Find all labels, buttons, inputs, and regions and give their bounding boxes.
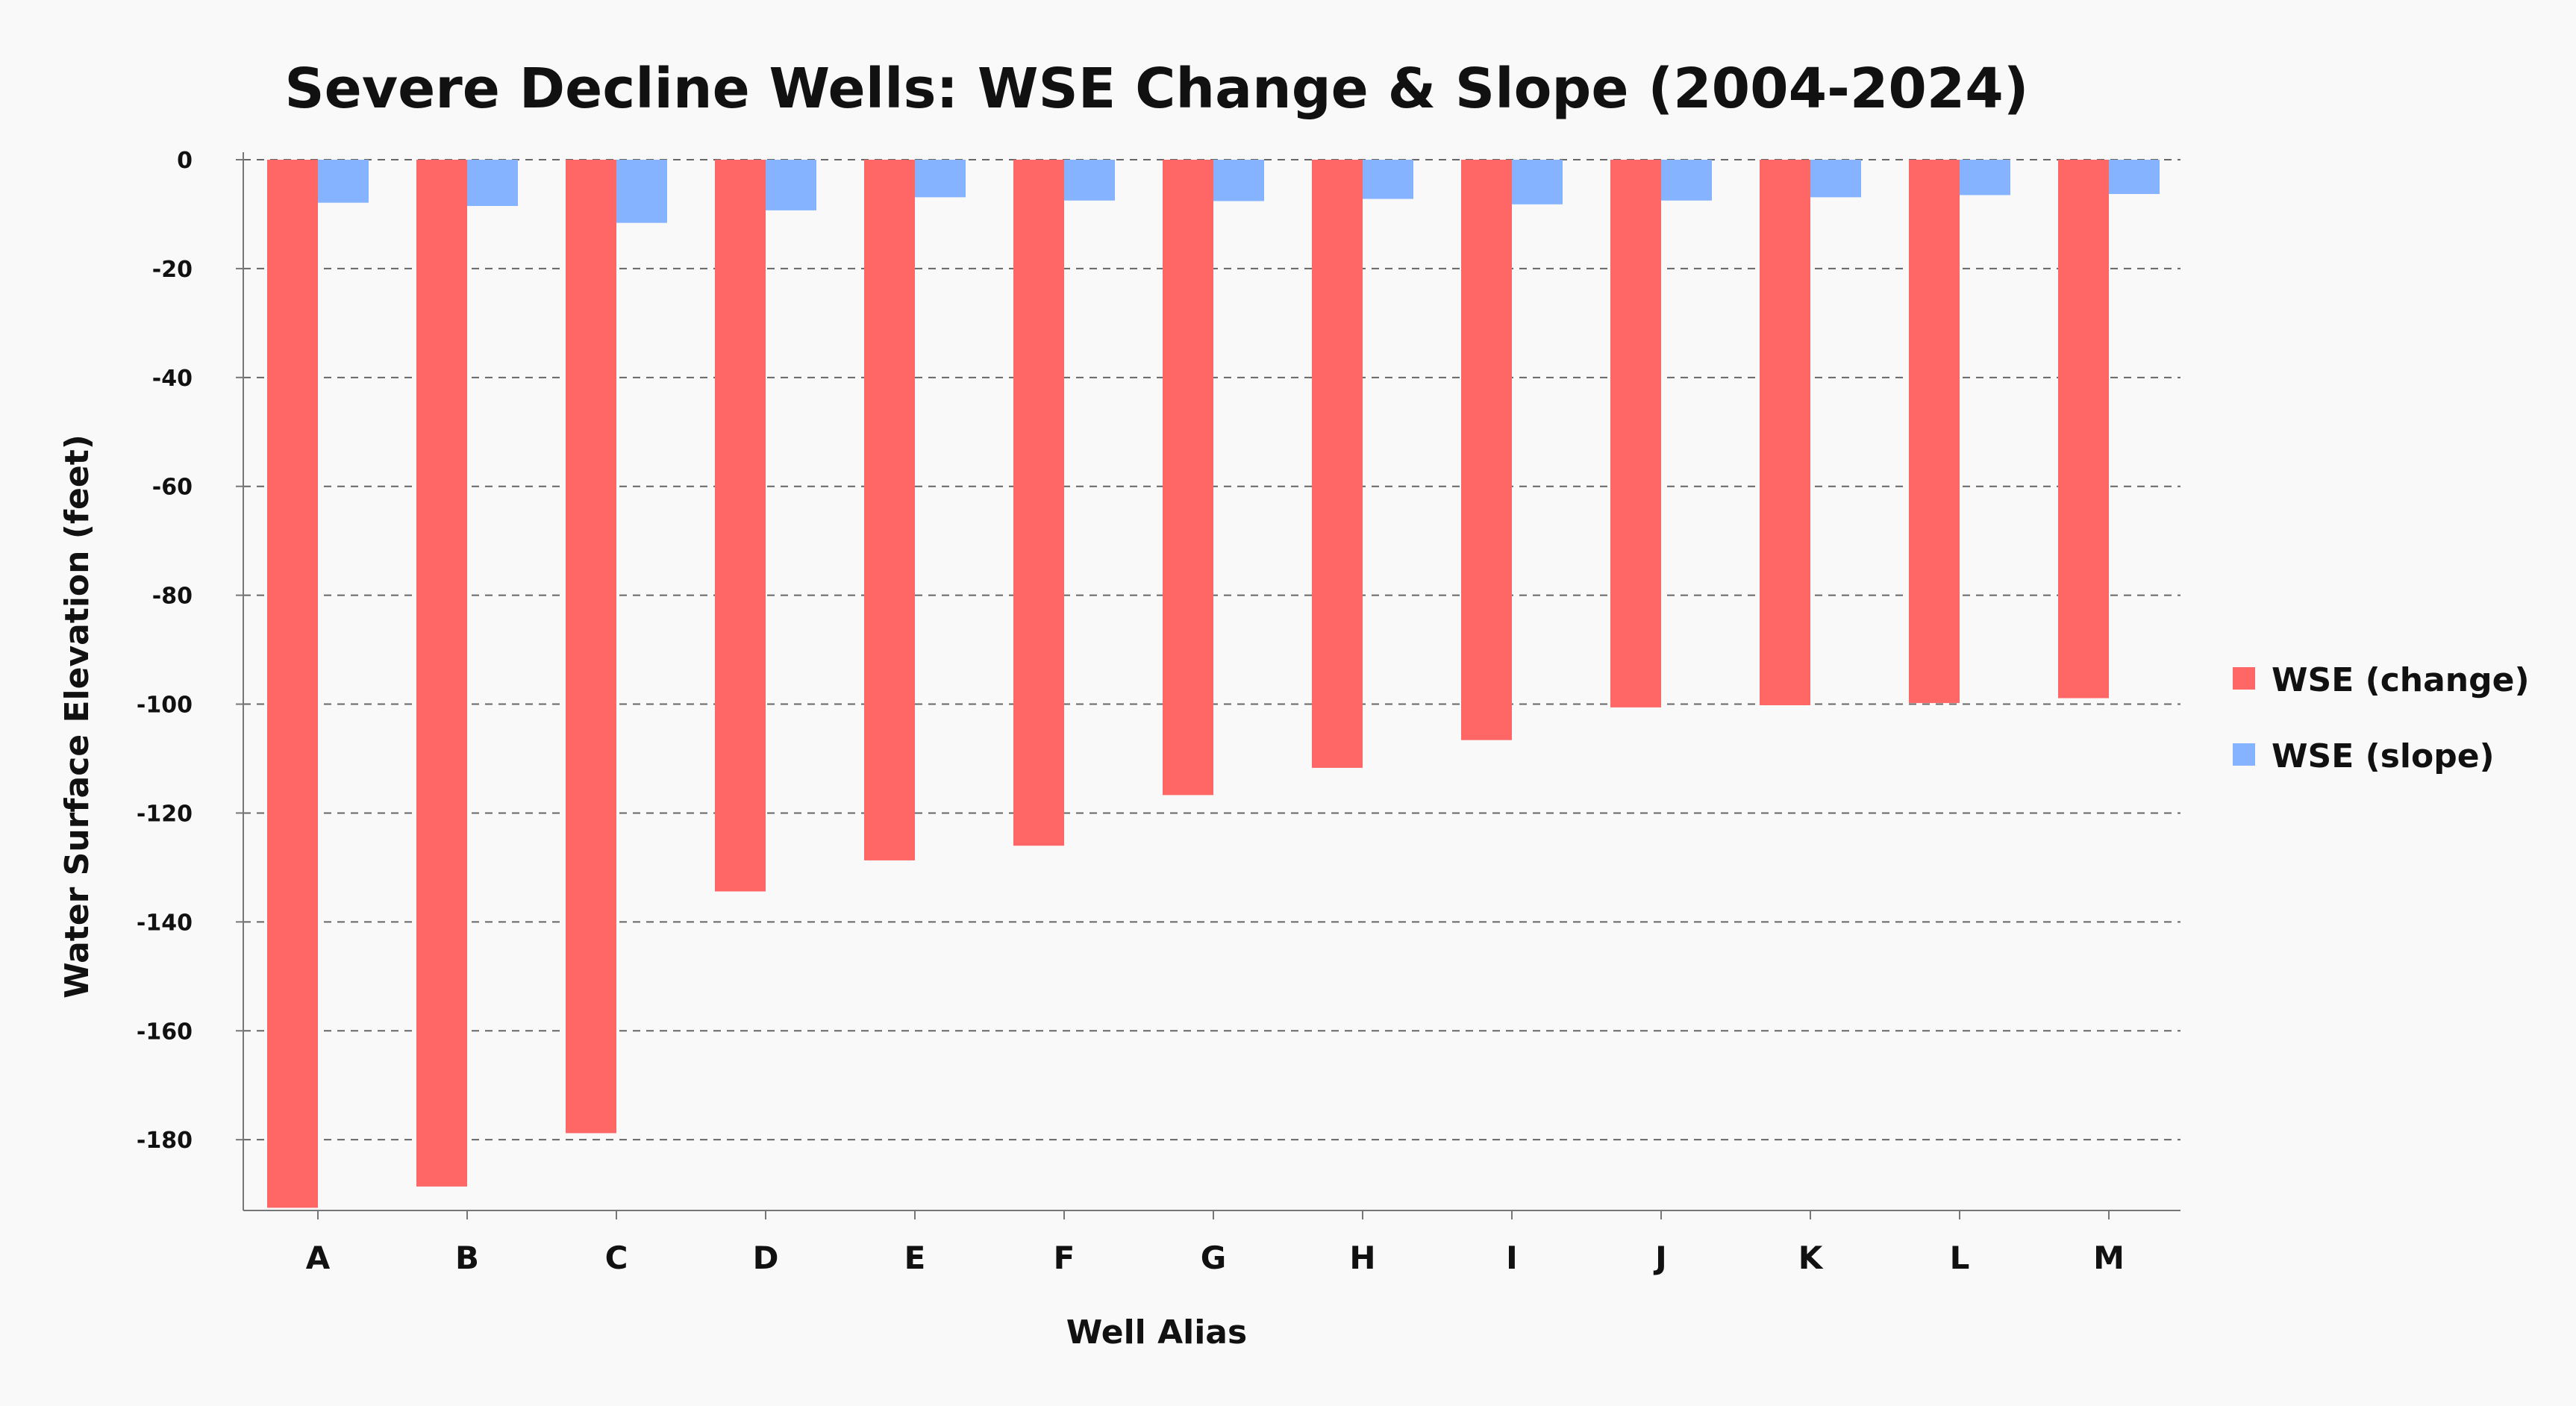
bar-wse-slope bbox=[1512, 160, 1563, 204]
bar-wse-slope bbox=[1960, 160, 2010, 196]
bar-wse-change bbox=[416, 160, 467, 1187]
x-tick-label: A bbox=[306, 1240, 331, 1276]
bar-wse-slope bbox=[467, 160, 518, 207]
bar-wse-change bbox=[267, 160, 318, 1208]
y-tick-label: -80 bbox=[152, 584, 193, 610]
bar-wse-slope bbox=[915, 160, 966, 198]
bar-wse-slope bbox=[1810, 160, 1861, 198]
x-tick-label: C bbox=[605, 1240, 628, 1276]
bar-wse-change bbox=[1909, 160, 1960, 704]
x-tick-label: G bbox=[1201, 1240, 1226, 1276]
x-tick-label: L bbox=[1950, 1240, 1970, 1276]
bar-wse-slope bbox=[1064, 160, 1115, 201]
y-tick-label: -140 bbox=[137, 910, 193, 936]
bar-wse-slope bbox=[616, 160, 667, 223]
bar-wse-change bbox=[566, 160, 616, 1134]
bar-wse-change bbox=[1013, 160, 1064, 846]
x-tick-label: B bbox=[455, 1240, 479, 1276]
bar-wse-change bbox=[1610, 160, 1661, 707]
x-tick-label: F bbox=[1054, 1240, 1075, 1276]
x-tick-label: H bbox=[1349, 1240, 1375, 1276]
y-tick-label: -180 bbox=[137, 1128, 193, 1154]
x-axis-label: Well Alias bbox=[1066, 1313, 1247, 1352]
bar-wse-change bbox=[2058, 160, 2109, 699]
bar-wse-slope bbox=[1661, 160, 1712, 201]
bars bbox=[267, 160, 2160, 1208]
bar-wse-change bbox=[864, 160, 915, 860]
plot-area: 0 -20 -40 -60 -80 -100 -120 -140 -160 -180 A B C D E F… bbox=[137, 148, 2180, 1276]
bar-wse-change bbox=[715, 160, 766, 892]
legend-swatch-slope bbox=[2233, 743, 2255, 766]
legend: WSE (change) WSE (slope) bbox=[2233, 661, 2530, 775]
y-axis-label: Water Surface Elevation (feet) bbox=[58, 434, 96, 999]
legend-label-slope: WSE (slope) bbox=[2272, 737, 2495, 775]
y-tick-label: -60 bbox=[152, 475, 193, 501]
x-tick-label: K bbox=[1798, 1240, 1824, 1276]
bar-wse-change bbox=[1312, 160, 1363, 768]
y-tick-label: 0 bbox=[177, 148, 193, 174]
y-tick-label: -40 bbox=[152, 366, 193, 392]
x-tick-label: I bbox=[1506, 1240, 1518, 1276]
y-ticks: 0 -20 -40 -60 -80 -100 -120 -140 -160 -180 bbox=[137, 148, 243, 1154]
y-tick-label: -120 bbox=[137, 801, 193, 827]
x-tick-label: E bbox=[904, 1240, 926, 1276]
bar-wse-slope bbox=[2109, 160, 2160, 194]
x-tick-label: D bbox=[753, 1240, 779, 1276]
x-ticks: A B C D E F G H I J K L M bbox=[306, 1210, 2125, 1276]
legend-label-change: WSE (change) bbox=[2272, 661, 2530, 699]
bar-wse-slope bbox=[1213, 160, 1264, 201]
y-tick-label: -100 bbox=[137, 693, 193, 719]
bar-wse-change bbox=[1461, 160, 1512, 740]
x-tick-label: J bbox=[1653, 1240, 1667, 1276]
bar-wse-change bbox=[1163, 160, 1213, 796]
bar-wse-change bbox=[1760, 160, 1810, 705]
y-tick-label: -20 bbox=[152, 257, 193, 283]
bar-wse-slope bbox=[1363, 160, 1413, 199]
legend-swatch-change bbox=[2233, 667, 2255, 690]
y-tick-label: -160 bbox=[137, 1019, 193, 1045]
bar-wse-slope bbox=[318, 160, 369, 203]
x-tick-label: M bbox=[2093, 1240, 2125, 1276]
chart-title: Severe Decline Wells: WSE Change & Slope… bbox=[284, 57, 2028, 121]
bar-wse-slope bbox=[766, 160, 816, 210]
